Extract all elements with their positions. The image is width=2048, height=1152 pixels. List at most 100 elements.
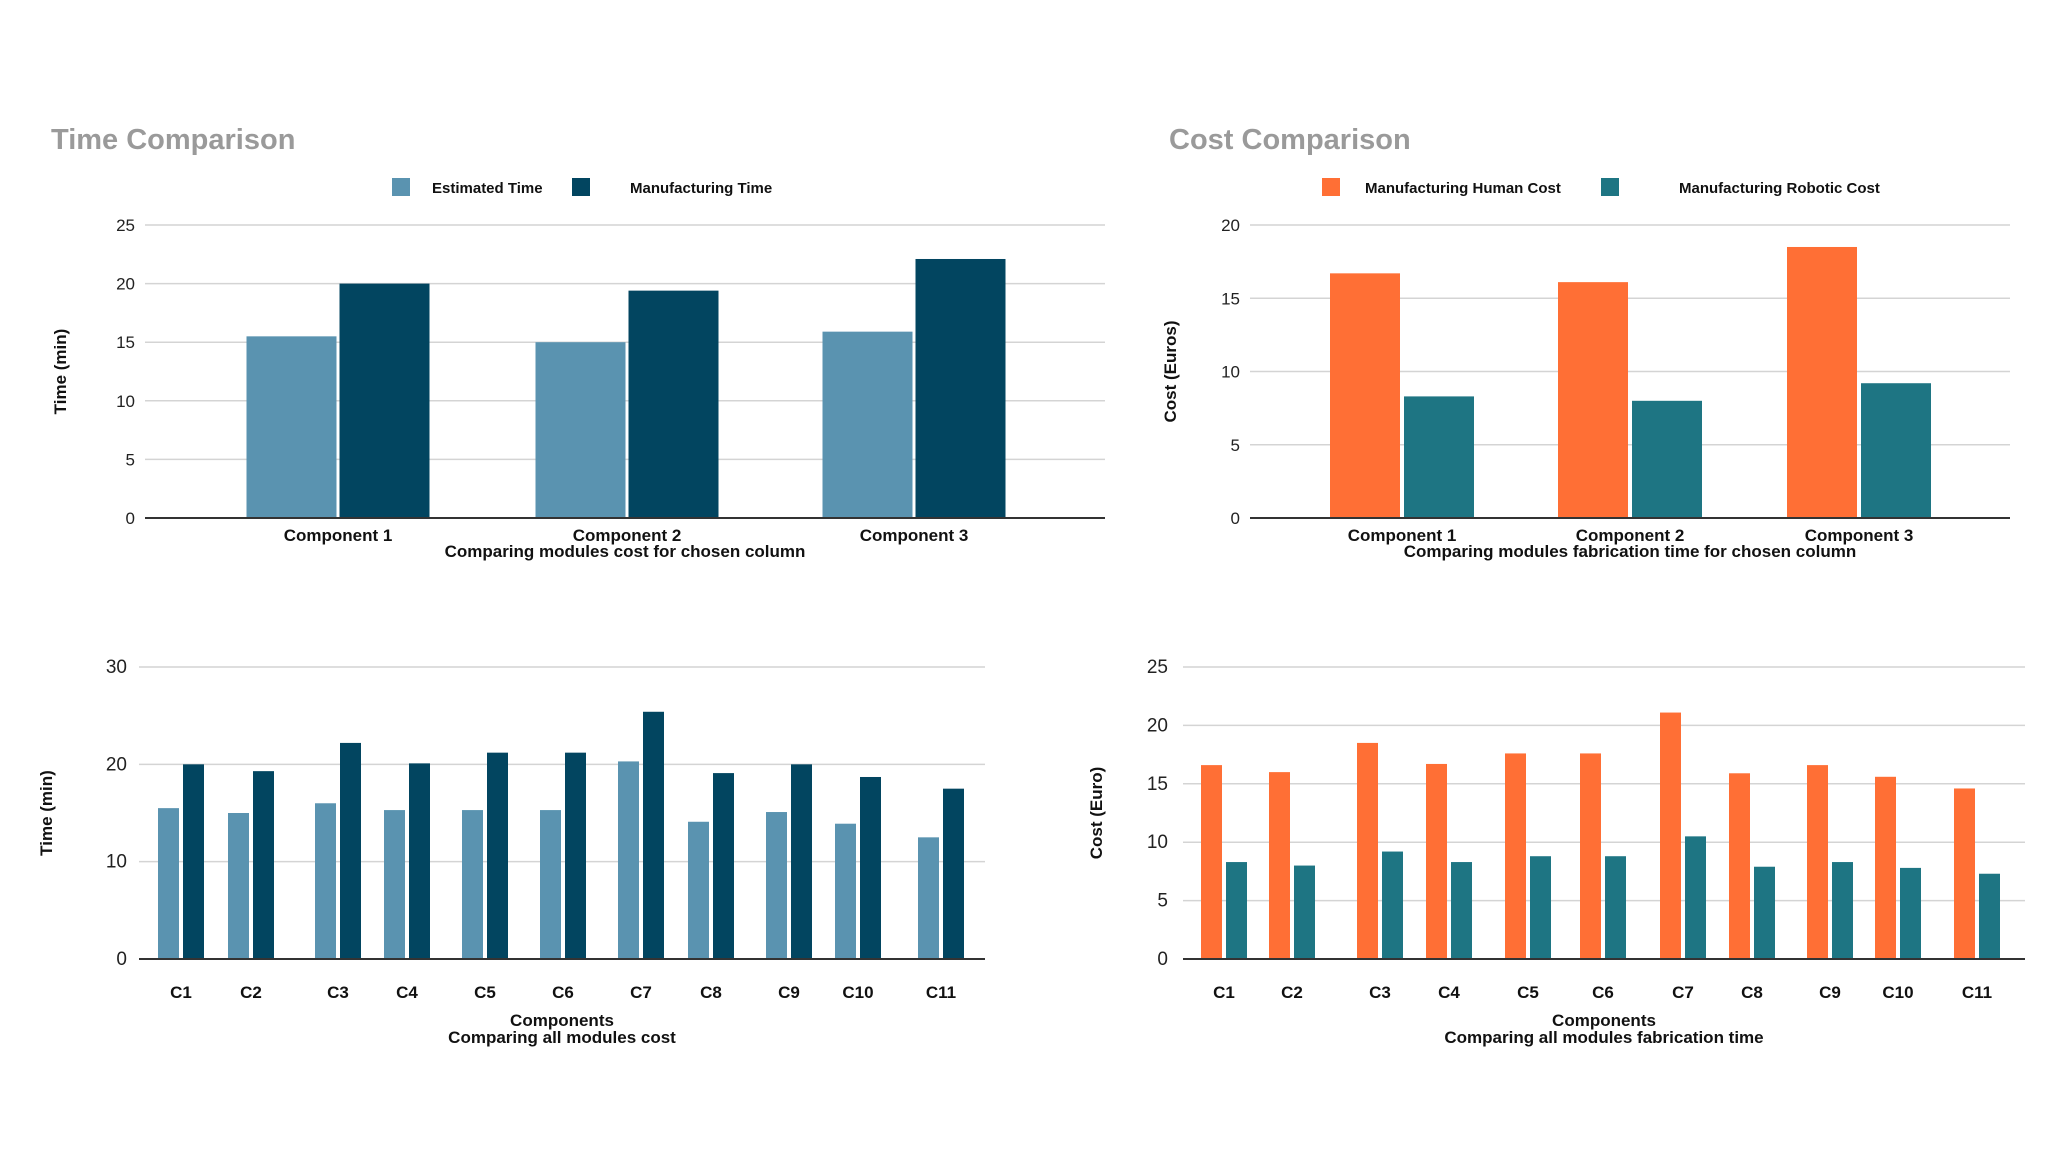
y-tick-label: 20 xyxy=(116,275,135,294)
bar xyxy=(822,331,913,518)
y-axis-label: Cost (Euro) xyxy=(1087,767,1106,860)
bar xyxy=(1357,742,1378,959)
legend-label: Manufacturing Human Cost xyxy=(1365,180,1561,197)
bar xyxy=(1875,776,1896,959)
cost-all-chart: 0 5 10 15 20 25 C1 C2 C3 C4 C5 C6 C7 C8 C9 C10 C11 Cost (… xyxy=(1087,657,2025,1047)
x-category-label: C1 xyxy=(170,983,192,1002)
bar xyxy=(1505,753,1526,959)
bar xyxy=(183,764,204,959)
bar xyxy=(1807,765,1828,959)
time-components-chart: 0 5 10 15 20 25 Component 1 Component 2 Componen… xyxy=(51,178,1105,561)
x-category-label: Component 2 xyxy=(1576,526,1685,545)
x-category-label: C2 xyxy=(240,983,262,1002)
y-tick-label: 30 xyxy=(106,657,127,678)
y-tick-label: 20 xyxy=(106,754,127,775)
bar xyxy=(915,258,1006,518)
legend-swatch xyxy=(392,178,410,196)
bar xyxy=(835,823,856,959)
x-category-label: C5 xyxy=(1517,983,1539,1002)
y-tick-label: 0 xyxy=(126,509,135,528)
x-axis-label: Components xyxy=(510,1011,614,1030)
y-tick-label: 25 xyxy=(116,216,135,235)
bar xyxy=(158,808,179,959)
chart-subtitle: Comparing all modules fabrication time xyxy=(1444,1028,1763,1047)
x-category-label: Component 2 xyxy=(573,526,682,545)
legend-swatch xyxy=(572,178,590,196)
y-axis-label: Time (min) xyxy=(37,770,56,856)
x-category-label: C4 xyxy=(1438,983,1460,1002)
x-category-label: C10 xyxy=(842,983,873,1002)
x-category-label: C9 xyxy=(1819,983,1841,1002)
legend-swatch xyxy=(1601,178,1619,196)
bar xyxy=(246,336,337,518)
bar xyxy=(1900,867,1921,959)
x-axis-label: Components xyxy=(1552,1011,1656,1030)
bar xyxy=(643,711,664,959)
y-tick-label: 5 xyxy=(126,450,135,469)
bar xyxy=(339,283,430,518)
x-category-label: Component 3 xyxy=(860,526,969,545)
x-category-label: C8 xyxy=(700,983,722,1002)
y-tick-label: 0 xyxy=(1157,949,1168,970)
y-tick-label: 10 xyxy=(106,852,127,873)
x-category-label: Component 1 xyxy=(1348,526,1457,545)
x-category-label: C11 xyxy=(926,983,956,1002)
bar xyxy=(1382,851,1403,959)
bar xyxy=(1558,282,1628,518)
bar xyxy=(1201,765,1222,959)
bar xyxy=(540,810,561,959)
x-category-label: C7 xyxy=(1672,983,1694,1002)
y-tick-label: 0 xyxy=(1231,509,1240,528)
bar xyxy=(791,764,812,959)
bar xyxy=(1861,383,1931,518)
bar xyxy=(409,763,430,959)
x-category-label: C10 xyxy=(1882,983,1913,1002)
x-category-label: C2 xyxy=(1281,983,1303,1002)
legend-label: Estimated Time xyxy=(432,180,543,197)
bar xyxy=(1451,862,1472,959)
bar xyxy=(860,776,881,959)
y-tick-label: 0 xyxy=(116,949,127,970)
bar xyxy=(1269,772,1290,959)
y-tick-label: 25 xyxy=(1147,657,1168,678)
y-tick-label: 10 xyxy=(116,392,135,411)
bar xyxy=(1426,763,1447,959)
bar xyxy=(1605,856,1626,959)
x-category-label: C9 xyxy=(778,983,800,1002)
bar xyxy=(1832,862,1853,959)
x-category-label: C6 xyxy=(552,983,574,1002)
x-category-label: C4 xyxy=(396,983,418,1002)
legend-label: Manufacturing Time xyxy=(630,180,772,197)
y-tick-label: 10 xyxy=(1147,832,1168,853)
bar xyxy=(1330,273,1400,518)
cost-comparison-title: Cost Comparison xyxy=(1169,124,1411,156)
bar xyxy=(1787,246,1857,518)
bar xyxy=(535,342,626,518)
bar xyxy=(618,761,639,959)
cost-components-chart: 0 5 10 15 20 Component 1 Component 2 Component … xyxy=(1161,178,2010,561)
bar xyxy=(1979,873,2000,959)
bar xyxy=(1404,396,1474,518)
bar xyxy=(766,812,787,959)
y-tick-label: 20 xyxy=(1147,715,1168,736)
time-comparison-title: Time Comparison xyxy=(51,124,296,156)
time-all-chart: 0 10 20 30 C1 C2 C3 C4 C5 C6 C7 C8 C9 C10 C11 Time (min… xyxy=(37,657,985,1047)
x-axis-label: Comparing modules cost for chosen column xyxy=(445,542,806,561)
y-tick-label: 20 xyxy=(1221,216,1240,235)
y-tick-label: 10 xyxy=(1221,363,1240,382)
x-category-label: C6 xyxy=(1592,983,1614,1002)
bar xyxy=(1632,400,1702,518)
chart-subtitle: Comparing all modules cost xyxy=(448,1028,676,1047)
x-category-label: Component 3 xyxy=(1805,526,1914,545)
bar xyxy=(1660,712,1681,959)
y-tick-label: 5 xyxy=(1231,436,1240,455)
bar xyxy=(1754,866,1775,959)
y-tick-label: 5 xyxy=(1157,891,1168,912)
x-category-label: C5 xyxy=(474,983,496,1002)
bar xyxy=(1580,753,1601,959)
bar xyxy=(384,810,405,959)
bar xyxy=(688,821,709,959)
bar xyxy=(1530,856,1551,959)
x-axis-label: Comparing modules fabrication time for c… xyxy=(1404,542,1856,561)
